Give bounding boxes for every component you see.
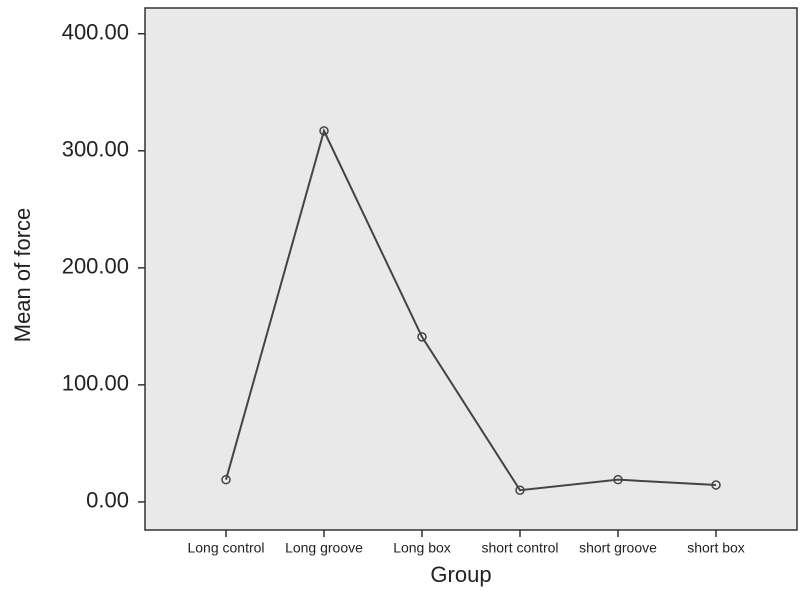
x-tick-label: short control bbox=[481, 540, 558, 556]
y-tick-label: 300.00 bbox=[62, 137, 129, 162]
point bbox=[711, 480, 721, 490]
x-tick-label: short groove bbox=[579, 540, 657, 556]
x-tick-label: Long control bbox=[187, 540, 264, 556]
y-tick-label: 0.00 bbox=[86, 488, 129, 513]
line bbox=[225, 128, 717, 492]
point bbox=[613, 474, 623, 485]
x-tick-label: Long groove bbox=[285, 540, 363, 556]
y-tick-label: 400.00 bbox=[62, 20, 129, 45]
point bbox=[221, 474, 231, 485]
point bbox=[319, 126, 329, 136]
y-tick-label: 100.00 bbox=[62, 371, 129, 396]
x-tick-label: short box bbox=[687, 540, 745, 556]
point bbox=[515, 485, 525, 495]
y-axis-title: Mean of force bbox=[10, 208, 35, 343]
point bbox=[417, 332, 427, 342]
x-tick-label: Long box bbox=[393, 540, 451, 556]
x-axis-title: Group bbox=[430, 562, 491, 587]
y-tick-label: 200.00 bbox=[62, 254, 129, 279]
plot-area bbox=[144, 7, 798, 531]
